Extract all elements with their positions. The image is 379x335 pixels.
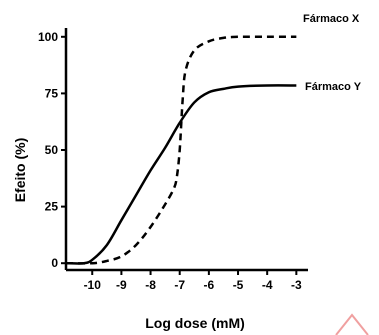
- y-tick-label: 100: [38, 30, 58, 44]
- y-tick-label: 50: [45, 143, 59, 157]
- series-line-farmaco-x: [65, 35, 297, 265]
- series-label-farmaco-y: Fármaco Y: [305, 81, 362, 93]
- series-line-farmaco-y: [65, 84, 297, 265]
- axes-layer: 0 25 50 75 100 -10 -9 -8 -7 -6 -5 -4 -3: [38, 28, 308, 292]
- y-tick-label: 75: [45, 86, 59, 100]
- x-tick-label: -3: [291, 278, 302, 292]
- x-tick-label: -4: [262, 278, 273, 292]
- x-tick-label: -6: [204, 278, 215, 292]
- y-tick-label: 25: [45, 200, 59, 214]
- y-axis-title: Efeito (%): [12, 138, 28, 203]
- labels-layer: Efeito (%) Log dose (mM) Fármaco X Fárma…: [12, 13, 362, 331]
- series-layer: [65, 35, 297, 265]
- x-tick-label: -9: [116, 278, 127, 292]
- x-tick-label: -5: [233, 278, 244, 292]
- x-axis-title: Log dose (mM): [145, 315, 245, 331]
- x-tick-label: -7: [174, 278, 185, 292]
- watermark-mark: [335, 313, 369, 335]
- series-label-farmaco-x: Fármaco X: [303, 13, 360, 25]
- x-tick-label: -8: [145, 278, 156, 292]
- y-tick-label: 0: [51, 256, 58, 270]
- x-tick-label: -10: [84, 278, 102, 292]
